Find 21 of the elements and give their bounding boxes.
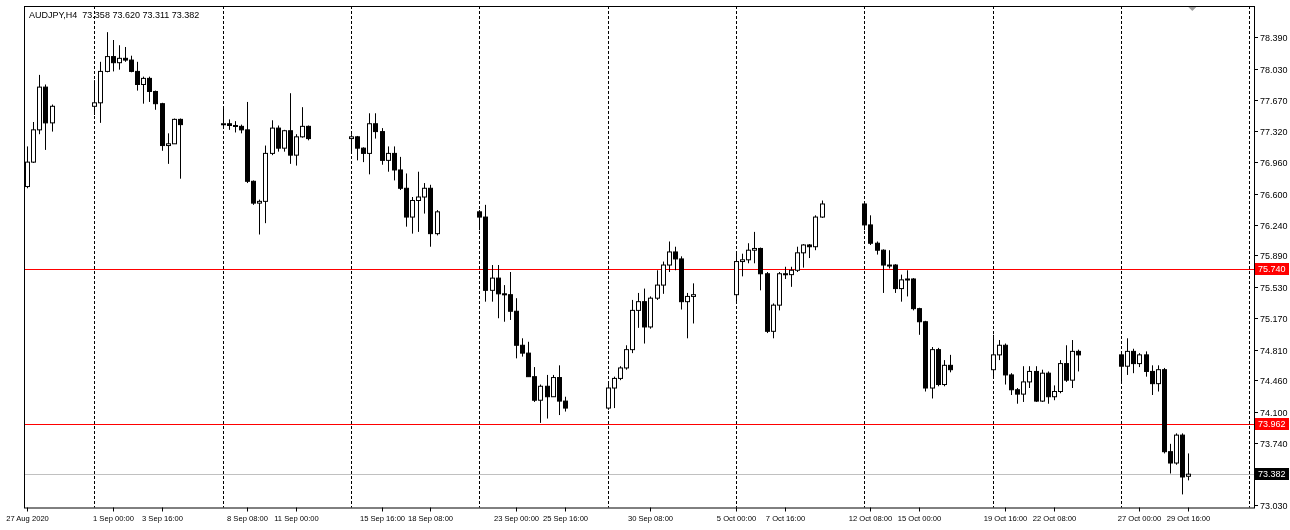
y-tick-label: 76.600 [1260, 189, 1288, 200]
ref-line-label: 73.382 [1258, 469, 1286, 480]
y-tick-label: 75.530 [1260, 282, 1288, 293]
ref-line-label: 73.962 [1258, 419, 1286, 430]
y-tick-label: 76.240 [1260, 220, 1288, 231]
y-tick-label: 74.810 [1260, 345, 1288, 356]
y-tick-label: 74.100 [1260, 407, 1288, 418]
y-tick-label: 76.960 [1260, 157, 1288, 168]
y-tick-label: 75.890 [1260, 250, 1288, 261]
ref-line-label: 75.740 [1258, 264, 1286, 275]
y-tick-label: 77.670 [1260, 95, 1288, 106]
y-tick-label: 77.320 [1260, 126, 1288, 137]
y-tick-label: 74.460 [1260, 375, 1288, 386]
y-tick-label: 78.390 [1260, 32, 1288, 43]
y-tick-label: 78.030 [1260, 64, 1288, 75]
y-tick-label: 73.030 [1260, 500, 1288, 511]
chart-title: AUDJPY,H4 73.358 73.620 73.311 73.382 [29, 10, 200, 20]
candlestick [435, 209, 440, 236]
candlestick [50, 104, 55, 133]
y-tick-label: 75.170 [1260, 313, 1288, 324]
y-tick-label: 73.740 [1260, 438, 1288, 449]
